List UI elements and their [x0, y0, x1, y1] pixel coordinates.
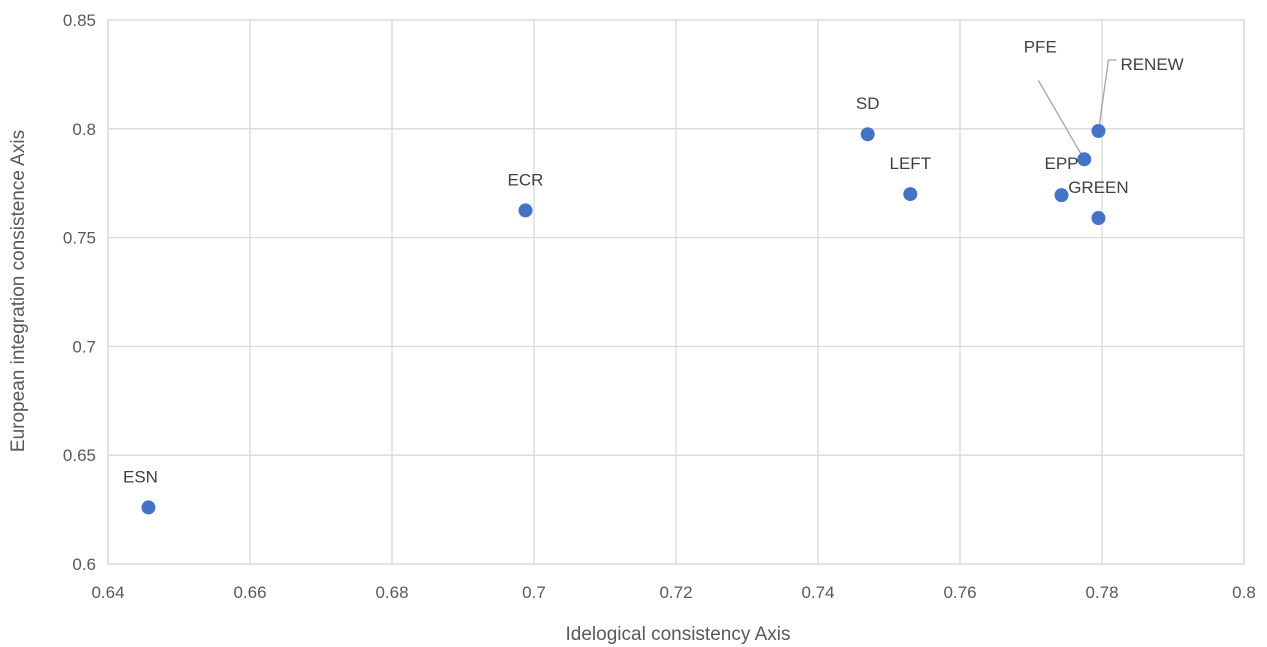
point-label-pfe: PFE [1024, 37, 1057, 56]
point-ecr [518, 203, 533, 218]
label-leader-lines [1037, 59, 1117, 155]
point-epp [1054, 188, 1069, 203]
x-tick-label: 0.78 [1085, 583, 1118, 602]
point-label-sd: SD [856, 94, 880, 113]
x-tick-label: 0.66 [233, 583, 266, 602]
point-label-green: GREEN [1068, 178, 1128, 197]
point-label-epp: EPP [1045, 154, 1079, 173]
point-sd [860, 127, 875, 142]
point-label-esn: ESN [123, 467, 158, 486]
y-axis-title: European integration consistence Axis [8, 130, 29, 452]
y-tick-label: 0.85 [63, 11, 96, 30]
grid [107, 19, 1245, 565]
leader-line-pfe [1037, 79, 1082, 155]
x-tick-label: 0.7 [522, 583, 546, 602]
point-esn [141, 500, 156, 515]
y-tick-label: 0.75 [63, 229, 96, 248]
point-label-ecr: ECR [508, 170, 544, 189]
x-tick-label: 0.64 [91, 583, 124, 602]
data-points [141, 123, 1106, 515]
y-tick-label: 0.65 [63, 446, 96, 465]
y-tick-label: 0.7 [72, 337, 96, 356]
y-tick-label: 0.8 [72, 120, 96, 139]
x-tick-label: 0.72 [659, 583, 692, 602]
leader-line-renew [1098, 59, 1117, 125]
point-green [1091, 211, 1106, 226]
y-tick-labels: 0.6 0.65 0.7 0.75 0.8 0.85 [63, 11, 96, 574]
point-label-renew: RENEW [1120, 55, 1183, 74]
point-left [903, 187, 918, 202]
x-tick-label: 0.8 [1232, 583, 1256, 602]
x-tick-label: 0.68 [375, 583, 408, 602]
x-axis-title: Idelogical consistency Axis [566, 624, 791, 645]
x-tick-label: 0.74 [801, 583, 834, 602]
plot-area-border [107, 19, 1245, 565]
x-tick-label: 0.76 [943, 583, 976, 602]
point-renew [1091, 123, 1106, 138]
y-tick-label: 0.6 [72, 555, 96, 574]
point-pfe [1077, 152, 1092, 167]
point-label-left: LEFT [890, 154, 932, 173]
x-tick-labels: 0.64 0.66 0.68 0.7 0.72 0.74 0.76 0.78 0.8 [91, 583, 1255, 602]
data-labels: ESN ECR SD LEFT EPP PFE RENEW GREEN [123, 37, 1184, 486]
